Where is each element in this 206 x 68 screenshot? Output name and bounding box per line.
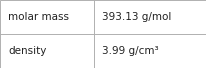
Text: 393.13 g/mol: 393.13 g/mol [102, 12, 171, 22]
Text: 3.99 g/cm³: 3.99 g/cm³ [102, 46, 158, 56]
Text: molar mass: molar mass [8, 12, 69, 22]
Text: density: density [8, 46, 46, 56]
